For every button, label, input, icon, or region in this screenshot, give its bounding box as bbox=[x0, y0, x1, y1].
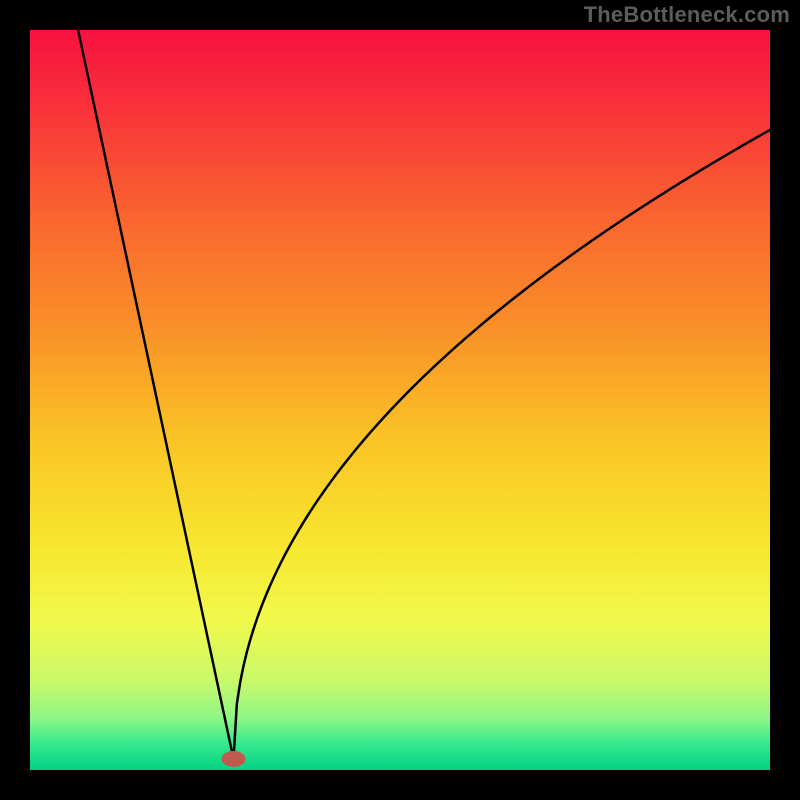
chart-svg bbox=[0, 0, 800, 800]
optimum-marker bbox=[222, 751, 246, 767]
chart-stage: TheBottleneck.com bbox=[0, 0, 800, 800]
watermark-text: TheBottleneck.com bbox=[584, 2, 790, 28]
